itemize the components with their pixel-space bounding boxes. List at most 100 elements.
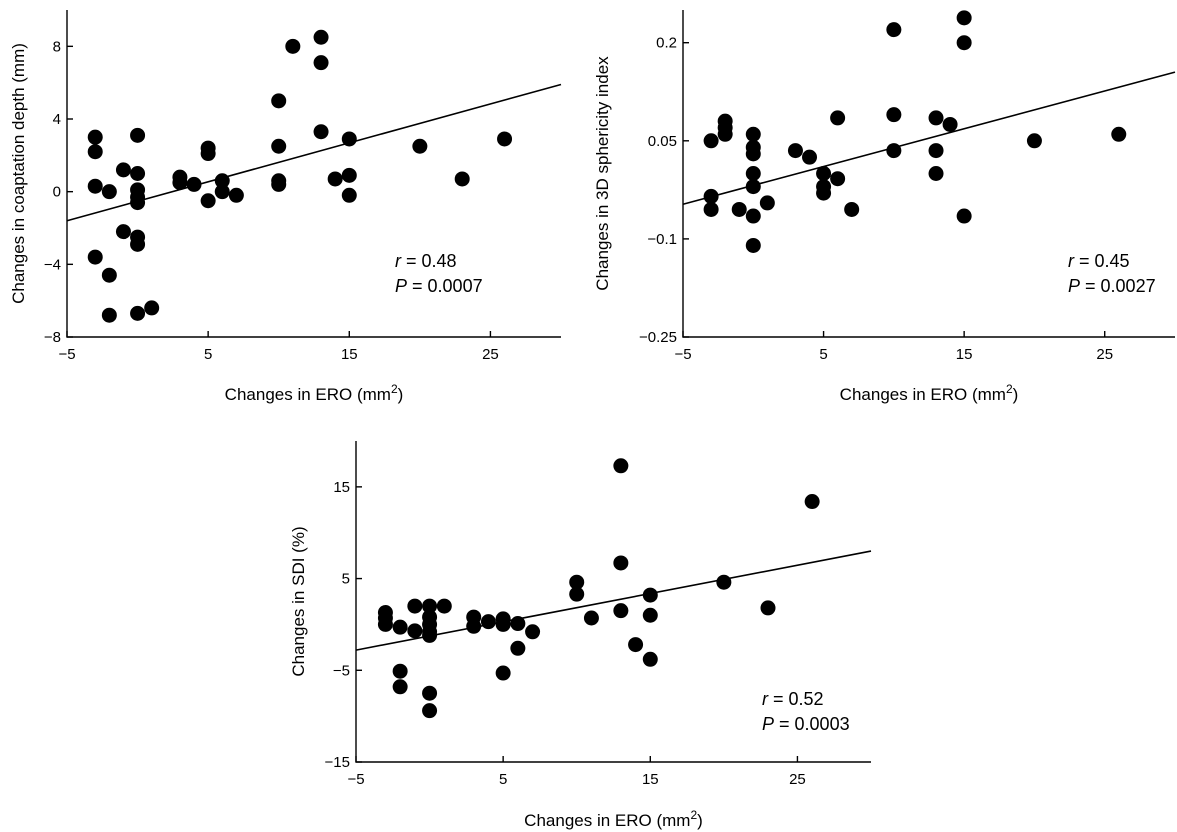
data-point (87, 129, 103, 145)
p-number: = 0.0007 (407, 276, 483, 296)
data-point (172, 175, 188, 191)
data-point (886, 22, 902, 38)
data-point (228, 187, 244, 203)
data-point (341, 167, 357, 183)
x-axis-label: Changes in ERO (mm2) (524, 808, 703, 830)
data-point (87, 178, 103, 194)
r-value: = 0.45 (1074, 251, 1130, 271)
data-point (130, 166, 146, 181)
data-point (928, 110, 944, 126)
data-point (495, 616, 511, 632)
data-point (745, 237, 761, 253)
p-symbol: P (762, 714, 774, 734)
data-point (341, 131, 357, 147)
data-point (569, 574, 585, 590)
data-point (497, 131, 513, 147)
data-point (745, 208, 761, 224)
data-point (642, 587, 658, 603)
x-axis-label-text: Changes in ERO (mm (524, 811, 690, 830)
data-point (510, 640, 526, 656)
x-axis-label: Changes in ERO (mm2) (840, 382, 1019, 404)
data-point (583, 610, 599, 626)
data-point (271, 138, 287, 154)
data-point (412, 138, 428, 154)
p-value: P = 0.0003 (762, 714, 850, 734)
x-axis-label-text: Changes in ERO (mm (225, 385, 391, 404)
p-value: P = 0.0027 (1068, 276, 1156, 296)
data-point (495, 665, 511, 681)
regression-line (355, 550, 872, 651)
data-point (760, 600, 776, 616)
p-number: = 0.0027 (1080, 276, 1156, 296)
data-point (341, 187, 357, 203)
data-point (422, 627, 438, 643)
y-tick-label: 8 (53, 38, 61, 55)
data-point (703, 188, 719, 204)
data-point (115, 162, 131, 178)
x-tick-label: 25 (789, 771, 806, 788)
data-point (87, 249, 103, 265)
p-symbol: P (1068, 276, 1080, 296)
x-tick-label: 5 (819, 346, 827, 363)
data-point (745, 179, 761, 195)
data-point (313, 124, 329, 140)
data-point (928, 166, 944, 181)
regression-line (66, 83, 562, 222)
data-point (745, 166, 761, 181)
regression-line (682, 71, 1176, 206)
p-number: = 0.0003 (774, 714, 850, 734)
data-point (313, 55, 329, 71)
data-point (392, 663, 408, 679)
x-axis-label-superscript: 2 (1006, 382, 1013, 396)
y-tick-label: −8 (44, 329, 61, 346)
data-point (392, 619, 408, 635)
x-axis-label-close: ) (398, 385, 404, 404)
r-symbol: r (395, 251, 402, 271)
correlation-r: r = 0.52 (762, 689, 824, 709)
data-point (830, 171, 846, 187)
data-point (886, 143, 902, 159)
y-tick-label: 0.2 (656, 35, 677, 52)
data-point (186, 176, 202, 192)
data-point (716, 574, 732, 590)
x-axis-label-close: ) (1013, 385, 1019, 404)
y-tick-label: −0.1 (647, 231, 677, 248)
data-point (816, 185, 832, 201)
data-point (642, 651, 658, 667)
data-point (804, 494, 820, 510)
y-axis-label: Changes in SDI (%) (289, 526, 308, 676)
y-axis-label: Changes in 3D sphericity index (593, 56, 612, 291)
data-point (642, 607, 658, 623)
x-tick-label: 25 (482, 346, 499, 363)
x-tick-label: 15 (642, 771, 659, 788)
data-point (87, 144, 103, 160)
data-point (101, 267, 117, 283)
data-point (285, 38, 301, 54)
data-point (407, 623, 423, 639)
data-point (956, 35, 972, 51)
data-point (454, 171, 470, 187)
data-point (271, 93, 287, 109)
data-point (942, 116, 958, 132)
correlation-r: r = 0.45 (1068, 251, 1130, 271)
data-point (886, 107, 902, 123)
data-point (313, 29, 329, 45)
data-point (802, 149, 818, 165)
x-tick-label: 15 (341, 346, 358, 363)
x-axis-label-superscript: 2 (391, 382, 398, 396)
y-tick-label: 0 (53, 184, 61, 201)
data-point (613, 458, 629, 474)
data-point (717, 126, 733, 142)
y-tick-label: −0.25 (639, 329, 677, 346)
data-point (115, 224, 131, 240)
data-point (613, 555, 629, 571)
y-tick-label: −5 (333, 662, 350, 679)
data-point (844, 201, 860, 217)
data-point (703, 201, 719, 217)
x-tick-label: −5 (674, 346, 691, 363)
y-tick-label: 5 (342, 571, 350, 588)
correlation-r: r = 0.48 (395, 251, 457, 271)
data-point (200, 193, 216, 209)
data-point (130, 195, 146, 211)
